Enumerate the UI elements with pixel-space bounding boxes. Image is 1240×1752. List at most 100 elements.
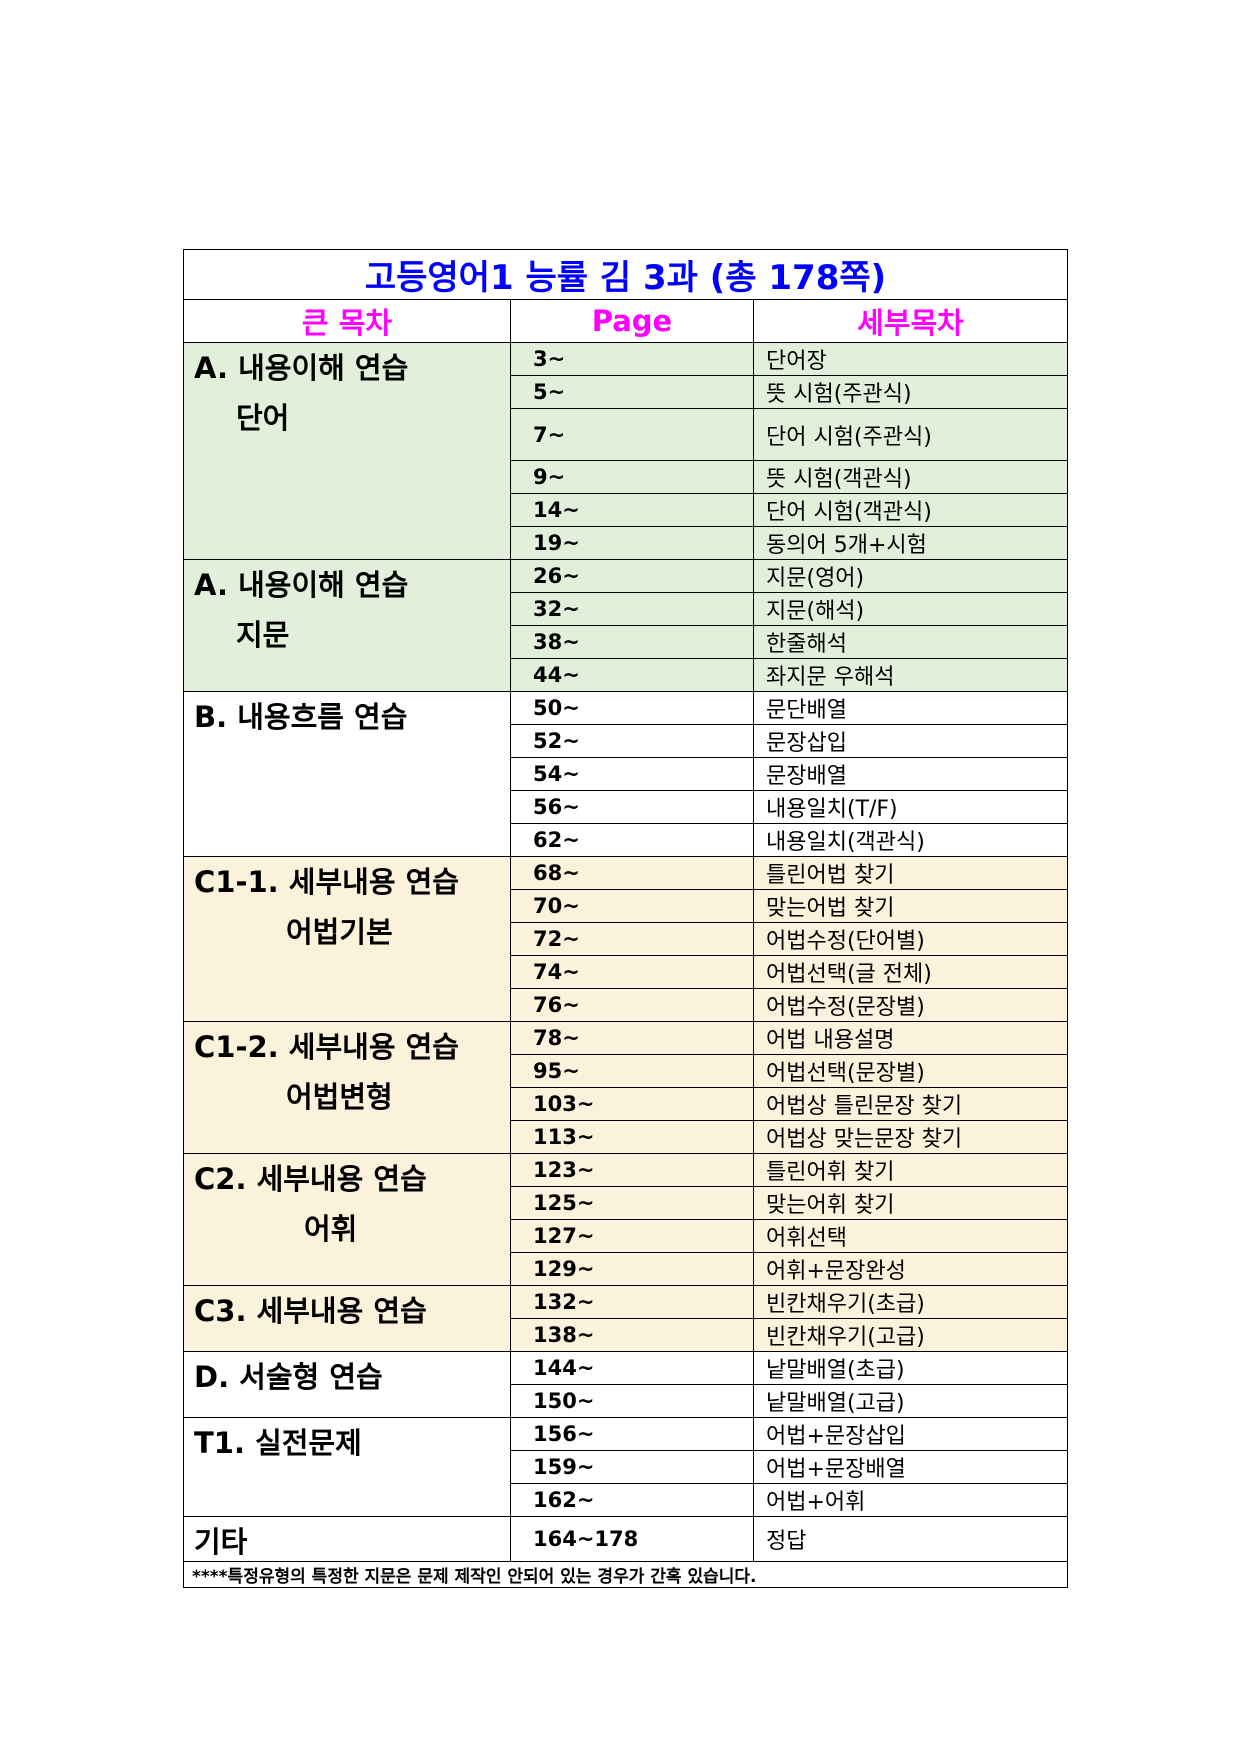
page-cell: 9~	[510, 460, 754, 494]
table-row: C3. 세부내용 연습 132~ 빈칸채우기(초급)	[183, 1285, 1069, 1352]
footnote: ****특정유형의 특정한 지문은 문제 제작인 안되어 있는 경우가 간혹 있…	[182, 1561, 1069, 1588]
page-cell: 103~	[510, 1087, 754, 1121]
footnote-row: ****특정유형의 특정한 지문은 문제 제작인 안되어 있는 경우가 간혹 있…	[182, 1561, 1069, 1588]
table-row: C2. 세부내용 연습 어휘 123~ 틀린어휘 찾기	[183, 1153, 1069, 1286]
detail-cell: 맞는어법 찾기	[752, 889, 1069, 923]
detail-cell: 빈칸채우기(초급)	[752, 1285, 1069, 1319]
section-title: A. 내용이해 연습	[194, 568, 409, 602]
page-cell: 159~	[510, 1450, 754, 1484]
table-row: A. 내용이해 연습 지문 26~ 지문(영어)	[183, 559, 1069, 692]
detail-cell: 어법상 틀린문장 찾기	[752, 1087, 1069, 1121]
section-subtitle: 어법변형	[286, 1080, 393, 1114]
page-cell: 113~	[510, 1120, 754, 1154]
detail-cell: 빈칸채우기(고급)	[752, 1318, 1069, 1352]
page-cell: 95~	[510, 1054, 754, 1088]
page-cell: 125~	[510, 1186, 754, 1220]
page-cell: 144~	[510, 1351, 754, 1385]
table-row: C1-1. 세부내용 연습 어법기본 68~ 틀린어법 찾기	[183, 856, 1069, 1022]
table-row: 72~ 어법수정(단어별)	[183, 922, 1069, 956]
header-row: 큰 목차 Page 세부목차	[183, 299, 1069, 343]
detail-cell: 지문(해석)	[752, 592, 1069, 626]
detail-cell: 한줄해석	[752, 625, 1069, 659]
section-subtitle: 어법기본	[286, 915, 393, 949]
detail-cell: 지문(영어)	[752, 559, 1069, 593]
section-title: 기타	[194, 1525, 248, 1559]
section-title: C1-1. 세부내용 연습	[194, 865, 459, 899]
page-cell: 7~	[510, 408, 754, 461]
detail-cell: 맞는어휘 찾기	[752, 1186, 1069, 1220]
table-row: 9~ 뜻 시험(객관식)	[183, 460, 1069, 494]
detail-cell: 내용일치(객관식)	[752, 823, 1069, 857]
section-title: C1-2. 세부내용 연습	[194, 1030, 459, 1064]
document-title: 고등영어1 능률 김 3과 (총 178쪽)	[182, 249, 1069, 300]
detail-cell: 뜻 시험(주관식)	[752, 375, 1069, 409]
section-subtitle: 어휘	[304, 1212, 358, 1246]
detail-cell: 어법+문장삽입	[752, 1417, 1069, 1451]
title-row: 고등영어1 능률 김 3과 (총 178쪽)	[182, 249, 1069, 300]
page-cell: 138~	[510, 1318, 754, 1352]
header-section: 큰 목차	[183, 299, 511, 343]
page-cell: 127~	[510, 1219, 754, 1253]
detail-cell: 어법선택(글 전체)	[752, 955, 1069, 989]
page-cell: 52~	[510, 724, 754, 758]
header-page: Page	[510, 299, 754, 343]
table-row: A. 내용이해 연습 단어 3~ 단어장	[183, 342, 1069, 560]
detail-cell: 어휘+문장완성	[752, 1252, 1069, 1286]
page-cell: 56~	[510, 790, 754, 824]
page-cell: 132~	[510, 1285, 754, 1319]
detail-cell: 어법수정(단어별)	[752, 922, 1069, 956]
table-row: 70~ 맞는어법 찾기	[183, 889, 1069, 923]
section-subtitle: 지문	[236, 618, 290, 652]
header-detail: 세부목차	[752, 299, 1069, 343]
detail-cell: 어법+어휘	[752, 1483, 1069, 1517]
page-cell: 164~178	[510, 1516, 754, 1562]
detail-cell: 동의어 5개+시험	[752, 526, 1069, 560]
page-cell: 68~	[510, 856, 754, 890]
detail-cell: 낱말배열(고급)	[752, 1384, 1069, 1418]
detail-cell: 틀린어휘 찾기	[752, 1153, 1069, 1187]
page-cell: 54~	[510, 757, 754, 791]
table-of-contents: 고등영어1 능률 김 3과 (총 178쪽) 큰 목차 Page 세부목차 A.…	[182, 249, 1069, 1588]
page-cell: 32~	[510, 592, 754, 626]
page-cell: 70~	[510, 889, 754, 923]
section-cell: D. 서술형 연습	[183, 1351, 511, 1418]
page-cell: 3~	[510, 342, 754, 376]
detail-cell: 단어 시험(객관식)	[752, 493, 1069, 527]
detail-cell: 문장삽입	[752, 724, 1069, 758]
page-cell: 150~	[510, 1384, 754, 1418]
page-cell: 74~	[510, 955, 754, 989]
page-cell: 38~	[510, 625, 754, 659]
table-row: 159~ 어법+문장배열	[183, 1450, 1069, 1484]
table-row: C1-2. 세부내용 연습 어법변형 78~ 어법 내용설명	[183, 1021, 1069, 1154]
table-row: 95~ 어법선택(문장별)	[183, 1054, 1069, 1088]
section-subtitle: 단어	[236, 401, 290, 435]
detail-cell: 문장배열	[752, 757, 1069, 791]
table-row: 기타 164~178 정답	[183, 1516, 1069, 1562]
page-cell: 26~	[510, 559, 754, 593]
detail-cell: 뜻 시험(객관식)	[752, 460, 1069, 494]
section-cell: 기타	[183, 1516, 511, 1562]
section-title: D. 서술형 연습	[194, 1360, 383, 1394]
section-title: A. 내용이해 연습	[194, 351, 409, 385]
table-row: T1. 실전문제 156~ 어법+문장삽입	[183, 1417, 1069, 1517]
table-row: B. 내용흐름 연습 50~ 문단배열	[183, 691, 1069, 857]
page-cell: 14~	[510, 493, 754, 527]
table-row: D. 서술형 연습 144~ 낱말배열(초급)	[183, 1351, 1069, 1418]
table-row: 44~ 좌지문 우해석	[183, 658, 1069, 692]
section-title: T1. 실전문제	[194, 1426, 362, 1460]
page-cell: 19~	[510, 526, 754, 560]
page-cell: 78~	[510, 1021, 754, 1055]
detail-cell: 어법+문장배열	[752, 1450, 1069, 1484]
detail-cell: 단어 시험(주관식)	[752, 408, 1069, 461]
page-cell: 129~	[510, 1252, 754, 1286]
detail-cell: 단어장	[752, 342, 1069, 376]
page-cell: 50~	[510, 691, 754, 725]
page-cell: 76~	[510, 988, 754, 1022]
section-cell: B. 내용흐름 연습	[183, 691, 511, 857]
detail-cell: 내용일치(T/F)	[752, 790, 1069, 824]
section-cell: T1. 실전문제	[183, 1417, 511, 1517]
